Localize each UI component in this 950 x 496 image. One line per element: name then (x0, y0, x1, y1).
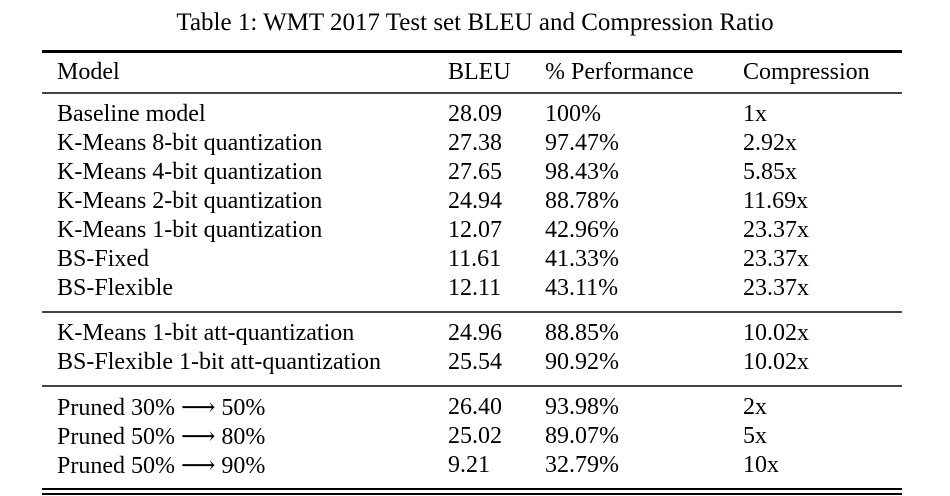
cell-model: K-Means 1-bit quantization (57, 216, 323, 243)
cell-performance: 98.43% (545, 158, 619, 185)
cell-performance: 97.47% (545, 129, 619, 156)
cell-compression: 1x (743, 100, 767, 127)
col-header-compression: Compression (743, 58, 870, 85)
cell-bleu: 9.21 (448, 451, 490, 478)
col-header-model: Model (57, 58, 120, 85)
cell-model: BS-Flexible (57, 274, 174, 301)
cell-model: K-Means 2-bit quantization (57, 187, 323, 214)
cell-bleu: 11.61 (448, 245, 502, 272)
table-row: Pruned 50% ⟶ 80% 25.02 89.07% 5x (42, 422, 902, 451)
cell-compression: 11.69x (743, 187, 809, 214)
cell-performance: 43.11% (545, 274, 619, 301)
cell-bleu: 25.02 (448, 422, 502, 449)
cell-model: Pruned 30% ⟶ 50% (57, 394, 266, 421)
section-att-quantization: K-Means 1-bit att-quantization 24.96 88.85… (42, 312, 902, 386)
cell-compression: 10.02x (743, 319, 809, 346)
cell-bleu: 25.54 (448, 348, 502, 375)
cell-performance: 100% (545, 100, 601, 127)
cell-bleu: 24.94 (448, 187, 502, 214)
cell-model: K-Means 8-bit quantization (57, 129, 323, 156)
table-row: K-Means 1-bit quantization 12.07 42.96% 23.… (42, 216, 902, 245)
results-table: Model BLEU % Performance Compression Bas… (42, 50, 902, 495)
cell-performance: 93.98% (545, 393, 619, 420)
table-row: Pruned 50% ⟶ 90% 9.21 32.79% 10x (42, 451, 902, 492)
cell-model: Pruned 50% ⟶ 80% (57, 423, 266, 450)
cell-bleu: 27.65 (448, 158, 502, 185)
cell-compression: 2x (743, 393, 767, 420)
table-row: Baseline model 28.09 100% 1x (42, 93, 902, 129)
cell-compression: 10x (743, 451, 779, 478)
table-caption: Table 1: WMT 2017 Test set BLEU and Comp… (176, 9, 774, 36)
cell-compression: 2.92x (743, 129, 797, 156)
table-row: K-Means 4-bit quantization 27.65 98.43% 5.8… (42, 158, 902, 187)
cell-bleu: 12.11 (448, 274, 502, 301)
cell-compression: 23.37x (743, 245, 809, 272)
col-header-performance: % Performance (545, 58, 694, 85)
cell-performance: 88.78% (545, 187, 619, 214)
cell-performance: 41.33% (545, 245, 619, 272)
cell-model: K-Means 1-bit att-quantization (57, 319, 355, 346)
table-row: K-Means 8-bit quantization 27.38 97.47% 2.9… (42, 129, 902, 158)
cell-bleu: 24.96 (448, 319, 502, 346)
cell-performance: 89.07% (545, 422, 619, 449)
cell-performance: 90.92% (545, 348, 619, 375)
cell-model: Pruned 50% ⟶ 90% (57, 452, 266, 479)
cell-model: BS-Flexible 1-bit att-quantization (57, 348, 381, 375)
cell-performance: 32.79% (545, 451, 619, 478)
cell-bleu: 12.07 (448, 216, 502, 243)
cell-compression: 23.37x (743, 216, 809, 243)
cell-performance: 42.96% (545, 216, 619, 243)
table-row: Pruned 30% ⟶ 50% 26.40 93.98% 2x (42, 386, 902, 422)
table-row: K-Means 1-bit att-quantization 24.96 88.85… (42, 312, 902, 348)
cell-model: K-Means 4-bit quantization (57, 158, 323, 185)
cell-model: Baseline model (57, 100, 206, 127)
section-quantization: Baseline model 28.09 100% 1x K-Means 8-bit q… (42, 93, 902, 312)
section-pruning: Pruned 30% ⟶ 50% 26.40 93.98% 2x Pruned 50% … (42, 386, 902, 492)
table-row: BS-Flexible 12.11 43.11% 23.37x (42, 274, 902, 312)
cell-performance: 88.85% (545, 319, 619, 346)
cell-bleu: 28.09 (448, 100, 502, 127)
table-row: K-Means 2-bit quantization 24.94 88.78% 11.… (42, 187, 902, 216)
col-header-bleu: BLEU (448, 58, 511, 85)
cell-compression: 5.85x (743, 158, 797, 185)
table-row: BS-Fixed 11.61 41.33% 23.37x (42, 245, 902, 274)
cell-bleu: 26.40 (448, 393, 502, 420)
cell-compression: 23.37x (743, 274, 809, 301)
table-row: BS-Flexible 1-bit att-quantization 25.54 9… (42, 348, 902, 386)
cell-model: BS-Fixed (57, 245, 150, 272)
cell-compression: 5x (743, 422, 767, 449)
cell-compression: 10.02x (743, 348, 809, 375)
header-row: Model BLEU % Performance Compression (42, 52, 902, 93)
cell-bleu: 27.38 (448, 129, 502, 156)
